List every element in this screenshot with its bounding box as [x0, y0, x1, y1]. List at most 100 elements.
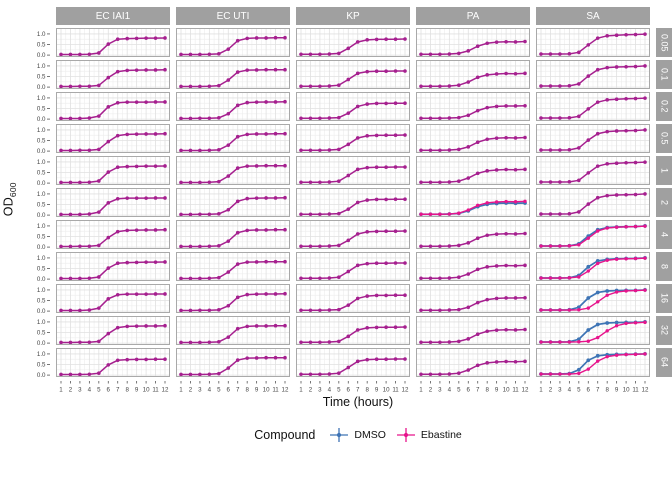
- data-point: [144, 36, 148, 40]
- y-ticks-row-0.05: 1.0 0.5 0.0: [18, 28, 50, 59]
- data-point: [59, 148, 63, 153]
- data-point: [153, 228, 158, 232]
- data-point: [485, 105, 489, 110]
- panel-kp-64: [296, 348, 410, 377]
- data-point: [327, 340, 332, 344]
- data-point: [318, 116, 322, 121]
- panel-border: [536, 252, 650, 281]
- data-point: [235, 199, 240, 204]
- data-point: [438, 372, 442, 377]
- data-point: [188, 180, 193, 185]
- data-point: [633, 321, 638, 325]
- data-point: [144, 68, 148, 72]
- data-point: [504, 263, 508, 268]
- panel-pa-0.1: [416, 60, 530, 89]
- data-point: [633, 96, 638, 101]
- data-point: [624, 128, 628, 133]
- facet-strip-row-0.05: 0.05: [656, 28, 672, 57]
- x-axis-ticks-ec-iai1: 1 2 3 4 5 6 7 8 9 10 11 12: [59, 381, 169, 394]
- data-point: [264, 324, 268, 328]
- data-point: [457, 51, 461, 56]
- data-point: [586, 236, 590, 240]
- data-point: [513, 328, 518, 332]
- panel-border: [56, 316, 170, 345]
- data-point: [558, 340, 562, 344]
- data-point: [207, 148, 212, 153]
- data-point: [134, 36, 139, 41]
- data-point: [198, 212, 202, 217]
- y-tick-label: 0.0: [37, 148, 46, 153]
- panel-cell-ec-iai1-1: [56, 156, 170, 185]
- x-tick-label: 4: [568, 387, 572, 394]
- data-point: [163, 196, 167, 200]
- data-point: [403, 197, 407, 202]
- panel-border: [296, 28, 410, 57]
- data-point: [558, 372, 562, 376]
- panel-ec-uti-0.05: [176, 28, 290, 57]
- panel-ec-iai1-0.5: [56, 124, 170, 153]
- data-point: [365, 198, 369, 202]
- data-point: [299, 116, 303, 121]
- data-point: [226, 47, 231, 51]
- panel-border: [416, 92, 530, 121]
- data-point: [346, 207, 351, 211]
- panel-pa-1: [416, 156, 530, 185]
- data-point: [299, 180, 303, 185]
- data-point: [447, 308, 452, 312]
- x-tick-label: 3: [78, 387, 82, 394]
- y-ticks-row-16: 1.0 0.5 0.0: [18, 284, 50, 315]
- data-point: [548, 244, 553, 248]
- data-point: [59, 116, 63, 121]
- data-point: [308, 212, 313, 217]
- data-point: [447, 372, 452, 376]
- data-point: [384, 101, 388, 106]
- y-tick-label: 0.0: [37, 116, 46, 121]
- data-point: [374, 69, 379, 74]
- data-point: [254, 68, 259, 72]
- data-point: [337, 211, 341, 216]
- data-point: [217, 52, 221, 56]
- y-axis-ticks: 1.0 0.5 0.0: [37, 351, 50, 379]
- panel-border: [416, 252, 530, 281]
- data-point: [457, 275, 461, 279]
- data-point: [586, 107, 591, 111]
- data-point: [605, 162, 609, 166]
- panel-cell-kp-0.05: [296, 28, 410, 57]
- x-ticks-cell-ec-iai1: 1 2 3 4 5 6 7 8 9 10 11 12: [56, 380, 170, 394]
- data-point: [346, 334, 351, 339]
- data-point: [633, 288, 638, 293]
- data-point: [346, 111, 351, 115]
- data-point: [447, 340, 452, 344]
- data-point: [586, 328, 591, 332]
- data-point: [577, 308, 581, 312]
- data-point: [134, 357, 139, 362]
- data-point: [264, 132, 268, 136]
- data-point: [106, 75, 111, 80]
- data-point: [78, 116, 82, 121]
- data-point: [539, 372, 543, 376]
- data-point: [447, 52, 452, 56]
- data-point: [558, 308, 562, 312]
- x-tick-label: 8: [365, 387, 369, 394]
- facet-strip-row-8: 8: [656, 252, 672, 281]
- data-point: [283, 195, 287, 200]
- data-point: [283, 131, 287, 136]
- legend-label-ebastine: Ebastine: [420, 429, 462, 441]
- data-point: [179, 308, 183, 313]
- data-point: [217, 212, 221, 216]
- data-point: [327, 52, 332, 56]
- data-point: [558, 276, 562, 280]
- data-point: [567, 148, 572, 152]
- data-point: [318, 180, 322, 185]
- data-point: [235, 358, 240, 362]
- x-axis-title: Time (hours): [322, 395, 394, 409]
- y-ticks-row-64: 1.0 0.5 0.0: [18, 348, 50, 379]
- data-point: [523, 71, 527, 76]
- data-point: [447, 180, 452, 184]
- panel-cell-sa-32: [536, 316, 650, 345]
- panel-cell-sa-4: [536, 220, 650, 249]
- data-point: [558, 116, 562, 120]
- data-point: [207, 340, 212, 345]
- data-point: [466, 337, 471, 341]
- panel-sa-2: [536, 188, 650, 217]
